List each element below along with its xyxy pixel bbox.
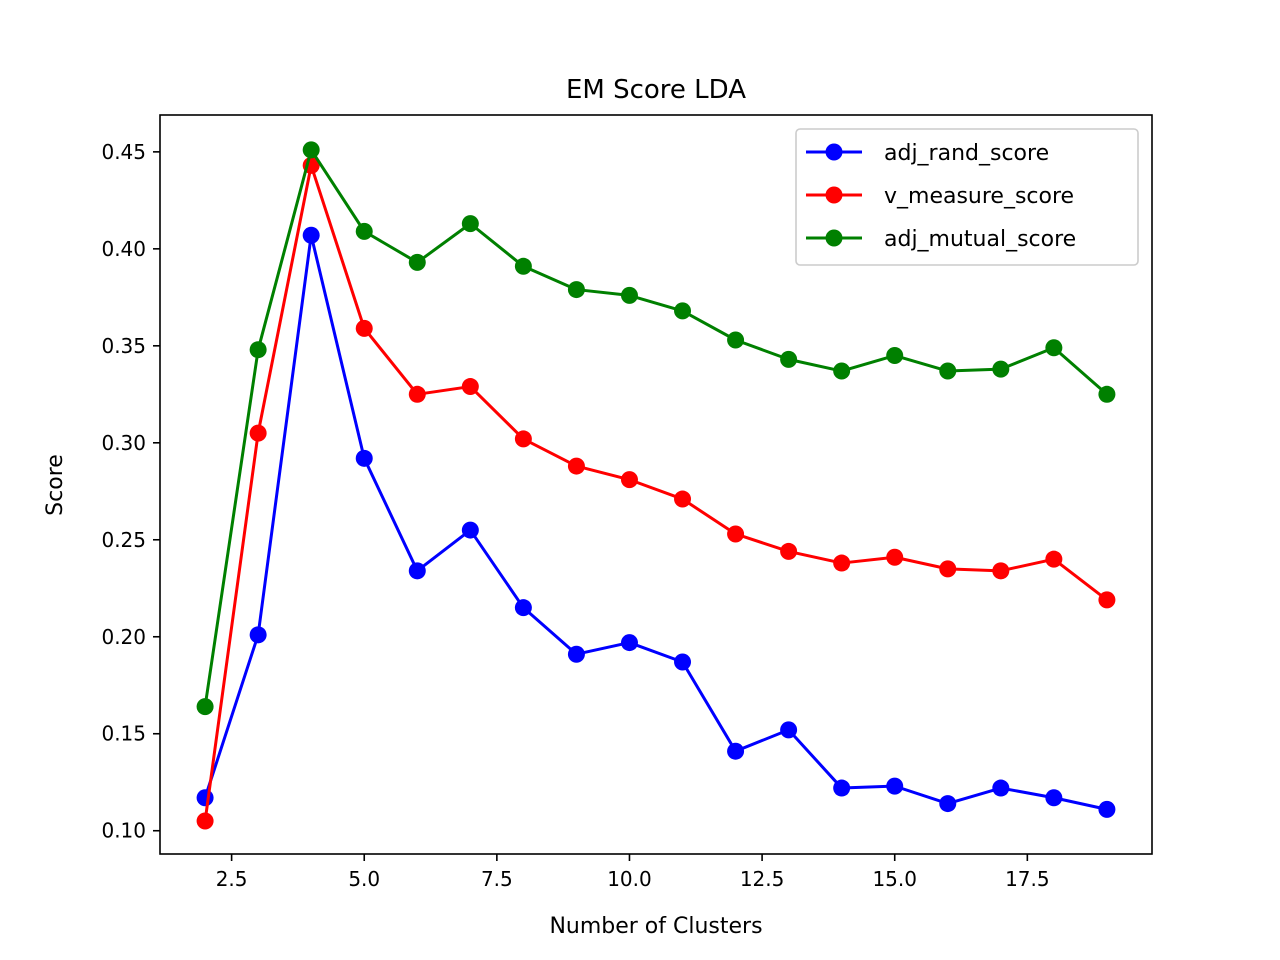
legend-item: adj_rand_score <box>806 141 1049 166</box>
legend-label: adj_rand_score <box>884 141 1049 166</box>
data-point <box>355 222 373 240</box>
data-point <box>514 599 532 617</box>
data-point <box>674 302 692 320</box>
data-point <box>620 634 638 652</box>
data-point <box>727 742 745 760</box>
legend-box <box>795 128 1139 266</box>
data-point <box>1098 385 1116 403</box>
y-tick-label: 0.10 <box>101 819 146 843</box>
data-point <box>727 525 745 543</box>
legend-label: v_measure_score <box>884 184 1074 209</box>
data-point <box>514 257 532 275</box>
data-point <box>461 378 479 396</box>
data-point <box>408 253 426 271</box>
data-point <box>886 548 904 566</box>
series-line <box>203 233 1108 811</box>
data-point <box>196 789 214 807</box>
legend: adj_rand_score v_measure_score adj_mutual_… <box>795 128 1139 266</box>
data-point <box>567 281 585 299</box>
y-tick-label: 0.45 <box>101 140 146 164</box>
series-line <box>203 148 1108 707</box>
y-axis: 0.10 0.15 0.20 0.25 0.30 0.35 0.40 0.45 <box>101 140 160 843</box>
x-tick-label: 12.5 <box>740 867 785 891</box>
data-point <box>567 457 585 475</box>
x-axis-label: Number of Clusters <box>549 914 762 939</box>
data-point <box>1098 800 1116 818</box>
y-tick-label: 0.15 <box>101 722 146 746</box>
x-tick-label: 7.5 <box>481 867 513 891</box>
chart-title: EM Score LDA <box>566 75 746 105</box>
data-point <box>780 542 798 560</box>
x-tick-label: 5.0 <box>348 867 380 891</box>
plot-frame <box>159 114 1153 855</box>
data-point <box>302 226 320 244</box>
data-point <box>1098 591 1116 609</box>
data-point <box>355 319 373 337</box>
data-point <box>249 424 267 442</box>
data-point <box>992 562 1010 580</box>
legend-marker <box>825 143 843 161</box>
data-point <box>780 350 798 368</box>
data-point <box>992 360 1010 378</box>
legend-label: adj_mutual_score <box>884 227 1076 252</box>
data-point <box>408 385 426 403</box>
x-tick-label: 2.5 <box>216 867 248 891</box>
data-point <box>674 653 692 671</box>
x-axis: 2.5 5.0 7.5 10.0 12.5 15.0 17.5 <box>216 854 1050 891</box>
data-point <box>939 362 957 380</box>
legend-item: v_measure_score <box>806 184 1074 209</box>
data-point <box>249 341 267 359</box>
data-point <box>249 626 267 644</box>
data-point <box>1045 789 1063 807</box>
legend-item: adj_mutual_score <box>806 227 1076 252</box>
plot-area <box>196 141 1116 830</box>
data-point <box>461 215 479 233</box>
data-point <box>514 430 532 448</box>
y-tick-label: 0.25 <box>101 528 146 552</box>
data-point <box>992 779 1010 797</box>
x-tick-label: 15.0 <box>872 867 917 891</box>
x-tick-label: 17.5 <box>1005 867 1050 891</box>
y-axis-label: Score <box>43 454 68 516</box>
x-tick-label: 10.0 <box>607 867 652 891</box>
data-point <box>620 471 638 489</box>
data-point <box>196 698 214 716</box>
y-tick-label: 0.40 <box>101 237 146 261</box>
data-point <box>780 721 798 739</box>
data-point <box>567 645 585 663</box>
data-point <box>196 812 214 830</box>
series-adj-mutual-score <box>196 141 1116 716</box>
data-point <box>833 779 851 797</box>
data-point <box>674 490 692 508</box>
data-point <box>1045 550 1063 568</box>
data-point <box>355 449 373 467</box>
data-point <box>939 795 957 813</box>
series-adj-rand-score <box>196 226 1116 818</box>
y-tick-label: 0.20 <box>101 625 146 649</box>
data-point <box>833 362 851 380</box>
data-point <box>461 521 479 539</box>
data-point <box>302 141 320 159</box>
data-point <box>1045 339 1063 357</box>
data-point <box>833 554 851 572</box>
y-tick-label: 0.35 <box>101 334 146 358</box>
data-point <box>408 562 426 580</box>
legend-marker <box>825 229 843 247</box>
data-point <box>886 347 904 365</box>
data-point <box>939 560 957 578</box>
legend-marker <box>825 186 843 204</box>
data-point <box>886 777 904 795</box>
data-point <box>727 331 745 349</box>
y-tick-label: 0.30 <box>101 431 146 455</box>
data-point <box>620 286 638 304</box>
series-line <box>203 163 1108 822</box>
